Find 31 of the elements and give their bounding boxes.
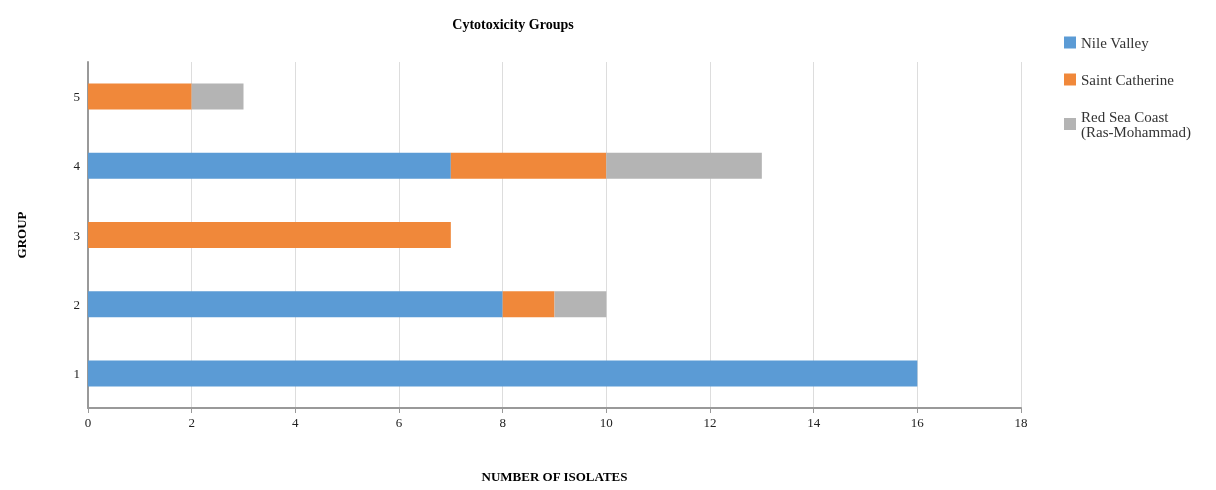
bar <box>88 222 451 248</box>
legend-label: Saint Catherine <box>1081 71 1175 88</box>
x-tick-label: 16 <box>910 415 925 430</box>
x-tick-label: 14 <box>807 415 821 430</box>
x-axis-title: NUMBER OF ISOLATES <box>481 469 628 484</box>
bar <box>606 152 762 179</box>
x-tick-label: 4 <box>292 415 300 430</box>
bar <box>191 83 244 110</box>
y-tick-label: 3 <box>73 227 80 243</box>
y-axis-title: GROUP <box>14 211 29 259</box>
x-tick-label: 8 <box>499 415 506 430</box>
x-tick-label: 2 <box>188 415 195 430</box>
chart-title: Cytotoxicity Groups <box>452 16 575 32</box>
bar <box>88 291 503 318</box>
y-tick-label: 5 <box>73 89 80 105</box>
x-tick-label: 6 <box>395 415 403 430</box>
x-tick-label: 18 <box>1014 415 1028 430</box>
x-tick-label: 10 <box>599 415 613 430</box>
legend-label: Red Sea Coast (Ras-Mohammad) <box>1081 108 1192 141</box>
x-tick-label: 0 <box>84 415 92 430</box>
y-tick-label: 1 <box>73 365 80 381</box>
bar <box>88 83 192 110</box>
bar <box>502 291 555 318</box>
y-tick-label: 2 <box>73 296 80 312</box>
bar <box>88 152 451 179</box>
bar <box>450 152 607 179</box>
y-tick-label: 4 <box>73 158 81 174</box>
legend-label: Nile Valley <box>1081 34 1150 51</box>
bar <box>554 291 607 318</box>
bar <box>88 360 918 387</box>
x-tick-label: 12 <box>703 415 717 430</box>
